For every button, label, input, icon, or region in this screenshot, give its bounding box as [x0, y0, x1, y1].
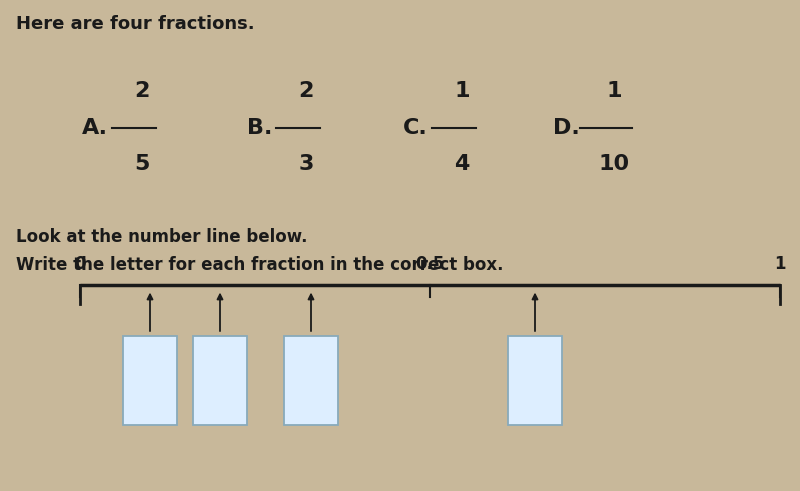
Text: Look at the number line below.
Write the letter for each fraction in the correct: Look at the number line below. Write the…: [16, 228, 503, 274]
Text: 1: 1: [774, 254, 786, 273]
Text: A.: A.: [82, 118, 108, 137]
Bar: [508, 336, 562, 425]
Text: 2: 2: [298, 81, 314, 101]
Text: 0.5: 0.5: [415, 254, 445, 273]
Text: C.: C.: [403, 118, 428, 137]
Text: 10: 10: [598, 155, 630, 174]
Text: D.: D.: [554, 118, 580, 137]
Text: Here are four fractions.: Here are four fractions.: [16, 15, 254, 33]
Text: 4: 4: [454, 155, 470, 174]
Bar: [193, 336, 247, 425]
Text: 1: 1: [454, 81, 470, 101]
Bar: [284, 336, 338, 425]
Text: 0: 0: [74, 254, 86, 273]
Text: 2: 2: [134, 81, 150, 101]
Text: B.: B.: [246, 118, 272, 137]
Text: 1: 1: [606, 81, 622, 101]
Text: 3: 3: [298, 155, 314, 174]
Text: 5: 5: [134, 155, 150, 174]
Bar: [123, 336, 178, 425]
